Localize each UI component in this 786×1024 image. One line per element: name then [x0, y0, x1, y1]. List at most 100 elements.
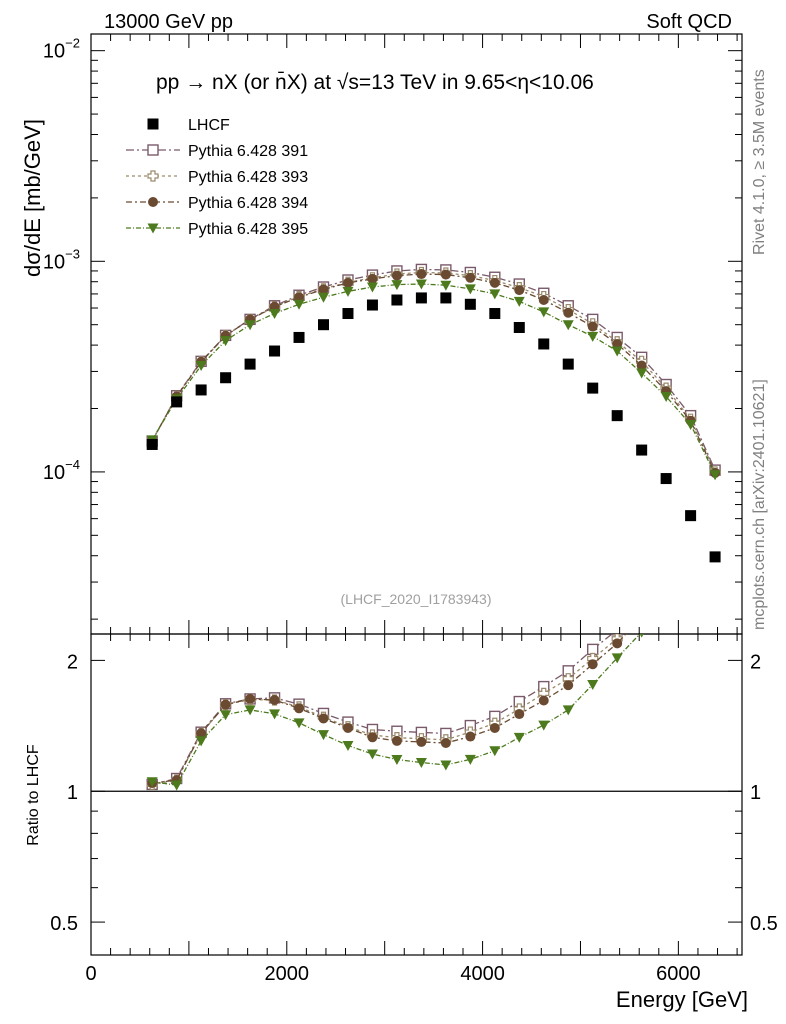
y-tick-label: 10−2 — [43, 36, 80, 63]
ratio-line — [152, 634, 641, 786]
x-axis-label: Energy [GeV] — [616, 987, 748, 1012]
data-point — [562, 358, 574, 370]
ratio-plot-area — [146, 634, 644, 791]
series-line — [151, 268, 716, 471]
ratio-point — [366, 749, 378, 760]
ratio-point — [489, 722, 500, 733]
x-tick-label: 2000 — [265, 963, 310, 985]
series-point — [367, 273, 378, 284]
series-line — [151, 283, 716, 475]
series-point — [244, 320, 256, 331]
y-tick-label: 10−3 — [43, 246, 80, 273]
data-point — [195, 384, 207, 396]
y-tick-labels: 10−2 10−3 10−4 2 2 1 1 0.5 0.5 — [43, 36, 778, 935]
ratio-point — [464, 754, 476, 765]
ratio-tick-label-right: 2 — [750, 651, 761, 673]
ratio-point — [440, 760, 452, 771]
data-point — [366, 299, 378, 311]
data-point — [391, 294, 403, 306]
analysis-watermark: (LHCF_2020_I1783943) — [341, 591, 492, 607]
data-point — [660, 473, 672, 485]
series-point — [465, 272, 476, 283]
data-point — [171, 396, 183, 408]
ratio-point — [562, 705, 574, 716]
series-point — [636, 360, 647, 371]
ratio-tick-label-right: 1 — [750, 782, 761, 804]
ratio-point — [245, 693, 256, 704]
data-point — [342, 308, 354, 320]
legend-label: LHCF — [188, 117, 230, 134]
ratio-point — [587, 643, 599, 656]
series-point — [612, 338, 623, 349]
ratio-point — [171, 780, 183, 791]
ratio-point — [220, 710, 232, 721]
ratio-point — [318, 730, 329, 741]
ratio-tick-label-left: 1 — [67, 782, 78, 804]
ratio-line — [152, 634, 622, 786]
rivet-label: Rivet 4.1.0, ≥ 3.5M events — [751, 69, 768, 255]
data-point — [636, 444, 648, 456]
series-point — [489, 289, 501, 300]
axis-ticks — [90, 34, 742, 955]
data-point — [513, 321, 525, 333]
x-tick-label: 4000 — [460, 963, 505, 985]
legend-marker — [148, 197, 158, 207]
data-point — [685, 510, 697, 522]
data-point — [220, 372, 232, 384]
ratio-point — [244, 705, 256, 716]
series-point — [440, 280, 452, 291]
ratio-point — [294, 703, 305, 714]
ratio-point — [587, 680, 599, 691]
data-point — [587, 382, 599, 394]
ratio-point — [563, 680, 574, 691]
series-point — [269, 309, 281, 320]
data-point — [244, 358, 256, 370]
series-point — [587, 321, 598, 332]
data-point — [269, 345, 281, 357]
ratio-point — [415, 758, 427, 769]
series-point — [660, 392, 672, 403]
ratio-point — [196, 728, 207, 739]
ratio-point — [342, 740, 354, 751]
series-line — [151, 271, 716, 473]
data-point — [440, 292, 452, 304]
ratio-point — [612, 638, 623, 649]
legend-marker — [147, 170, 159, 182]
data-point — [318, 319, 329, 331]
ratio-point — [269, 709, 281, 720]
ratio-point — [318, 713, 329, 724]
series-point — [391, 270, 402, 281]
series-point — [587, 331, 599, 342]
legend-label: Pythia 6.428 395 — [188, 221, 308, 238]
header-left: 13000 GeV pp — [104, 11, 233, 33]
ratio-point — [195, 736, 207, 747]
data-point — [146, 438, 158, 450]
series-point — [220, 336, 232, 347]
y-tick-label: 10−4 — [43, 457, 80, 484]
series-point — [538, 307, 550, 318]
ratio-tick-label-right: 0.5 — [750, 913, 778, 935]
data-point — [415, 292, 427, 304]
series-point — [415, 279, 427, 290]
ratio-frame — [90, 633, 743, 956]
ratio-line — [152, 634, 614, 786]
series-line — [151, 273, 716, 474]
ratio-point — [587, 659, 598, 670]
y-axis-label: dσ/dE [mb/GeV] — [20, 119, 45, 277]
ratio-point — [146, 777, 158, 788]
series-point — [318, 292, 329, 303]
series-point — [513, 296, 525, 307]
legend-marker — [147, 118, 159, 130]
legend-label: Pythia 6.428 393 — [188, 169, 308, 186]
ratio-point — [391, 735, 402, 746]
legend: LHCF Pythia 6.428 391 Pythia 6.428 393 Pyth… — [126, 117, 308, 238]
series-point — [342, 286, 354, 297]
ratio-point — [367, 732, 378, 743]
data-point — [489, 308, 501, 320]
chart-title: pp → nX (or n̄X) at √s=13 TeV in 9.65<η<… — [156, 71, 594, 94]
series-point — [563, 307, 574, 318]
series-point — [562, 320, 574, 331]
legend-marker — [147, 223, 159, 234]
header-right: Soft QCD — [646, 11, 732, 33]
